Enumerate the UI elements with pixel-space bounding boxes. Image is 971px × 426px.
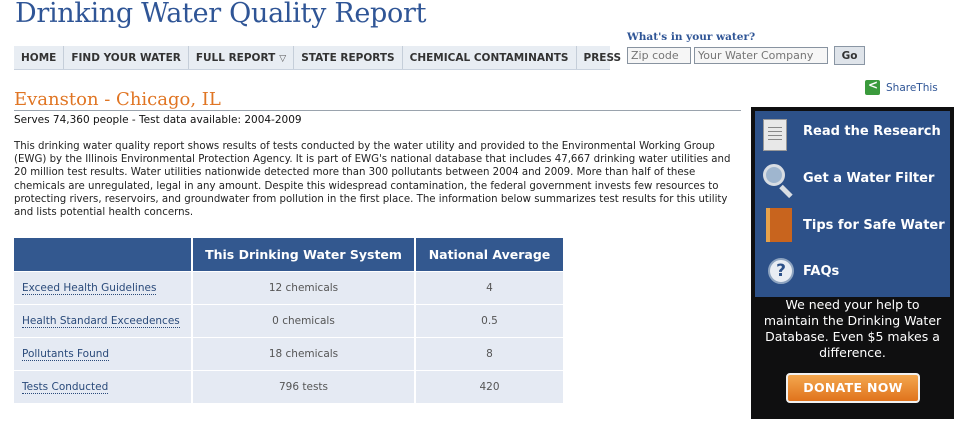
location-title: Evanston - Chicago, IL <box>14 89 741 111</box>
search-label: What's in your water? <box>627 31 756 43</box>
table-header-blank <box>14 238 193 271</box>
table-row: Tests Conducted 796 tests 420 <box>14 370 563 403</box>
metric-cell: Exceed Health Guidelines <box>14 271 193 304</box>
chevron-down-icon: ▽ <box>279 54 287 64</box>
question-icon: ? <box>768 258 794 284</box>
metric-cell: Pollutants Found <box>14 337 193 370</box>
nav-state-reports[interactable]: STATE REPORTS <box>294 46 403 69</box>
sidebar-item-label: FAQs <box>803 264 840 279</box>
sidebar-item-label: Get a Water Filter <box>803 171 935 186</box>
table-header-row: This Drinking Water System National Aver… <box>14 238 563 271</box>
serves-info: Serves 74,360 people - Test data availab… <box>14 114 302 126</box>
intro-paragraph: This drinking water quality report shows… <box>14 141 731 219</box>
system-value: 0 chemicals <box>193 304 416 337</box>
national-value: 4 <box>416 271 563 304</box>
share-icon <box>865 78 880 95</box>
book-icon <box>766 208 792 242</box>
metric-link-tests-conducted[interactable]: Tests Conducted <box>22 381 109 394</box>
metric-link-health-standard-exceedences[interactable]: Health Standard Exceedences <box>22 315 180 328</box>
water-company-input[interactable] <box>694 47 828 64</box>
sidebar-item-label: Tips for Safe Water <box>803 218 945 233</box>
table-row: Health Standard Exceedences 0 chemicals … <box>14 304 563 337</box>
system-value: 18 chemicals <box>193 337 416 370</box>
sidebar-item-label: Read the Research <box>803 124 941 139</box>
nav-full-report[interactable]: FULL REPORT ▽ <box>189 46 295 69</box>
national-value: 8 <box>416 337 563 370</box>
metric-link-pollutants-found[interactable]: Pollutants Found <box>22 348 110 361</box>
sidebar-item-read-research[interactable]: Read the Research <box>755 115 950 159</box>
sidebar-item-faqs[interactable]: ? FAQs <box>755 253 950 297</box>
table-row: Pollutants Found 18 chemicals 8 <box>14 337 563 370</box>
national-value: 0.5 <box>416 304 563 337</box>
nav-chemical-contaminants[interactable]: CHEMICAL CONTAMINANTS <box>403 46 577 69</box>
table-header-national: National Average <box>416 238 563 271</box>
zip-code-input[interactable] <box>627 47 691 64</box>
metric-link-exceed-health-guidelines[interactable]: Exceed Health Guidelines <box>22 282 157 295</box>
metric-cell: Health Standard Exceedences <box>14 304 193 337</box>
site-title: Drinking Water Quality Report <box>15 0 427 29</box>
table-row: Exceed Health Guidelines 12 chemicals 4 <box>14 271 563 304</box>
metric-cell: Tests Conducted <box>14 370 193 403</box>
share-this-label: ShareThis <box>886 81 938 94</box>
sidebar-links: Read the Research Get a Water Filter Tip… <box>755 111 950 297</box>
table-header-system: This Drinking Water System <box>193 238 416 271</box>
magnifier-icon <box>763 164 785 186</box>
search-form: Go <box>627 46 865 65</box>
nav-press[interactable]: PRESS <box>583 52 622 64</box>
main-nav: HOME FIND YOUR WATER FULL REPORT ▽ STATE … <box>14 46 621 70</box>
results-table: This Drinking Water System National Aver… <box>14 238 563 403</box>
national-value: 420 <box>416 370 563 403</box>
go-button[interactable]: Go <box>834 46 865 65</box>
system-value: 12 chemicals <box>193 271 416 304</box>
nav-find-your-water[interactable]: FIND YOUR WATER <box>64 46 189 69</box>
donate-button[interactable]: DONATE NOW <box>786 373 920 403</box>
system-value: 796 tests <box>193 370 416 403</box>
share-this-link[interactable]: ShareThis <box>865 78 938 95</box>
sidebar: Read the Research Get a Water Filter Tip… <box>751 107 954 419</box>
nav-home[interactable]: HOME <box>14 46 65 69</box>
document-icon <box>763 119 787 151</box>
nav-full-report-label: FULL REPORT <box>195 52 276 64</box>
sidebar-item-water-filter[interactable]: Get a Water Filter <box>755 161 950 205</box>
sidebar-item-safe-water-tips[interactable]: Tips for Safe Water <box>755 206 950 250</box>
donation-appeal: We need your help to maintain the Drinki… <box>763 297 942 360</box>
